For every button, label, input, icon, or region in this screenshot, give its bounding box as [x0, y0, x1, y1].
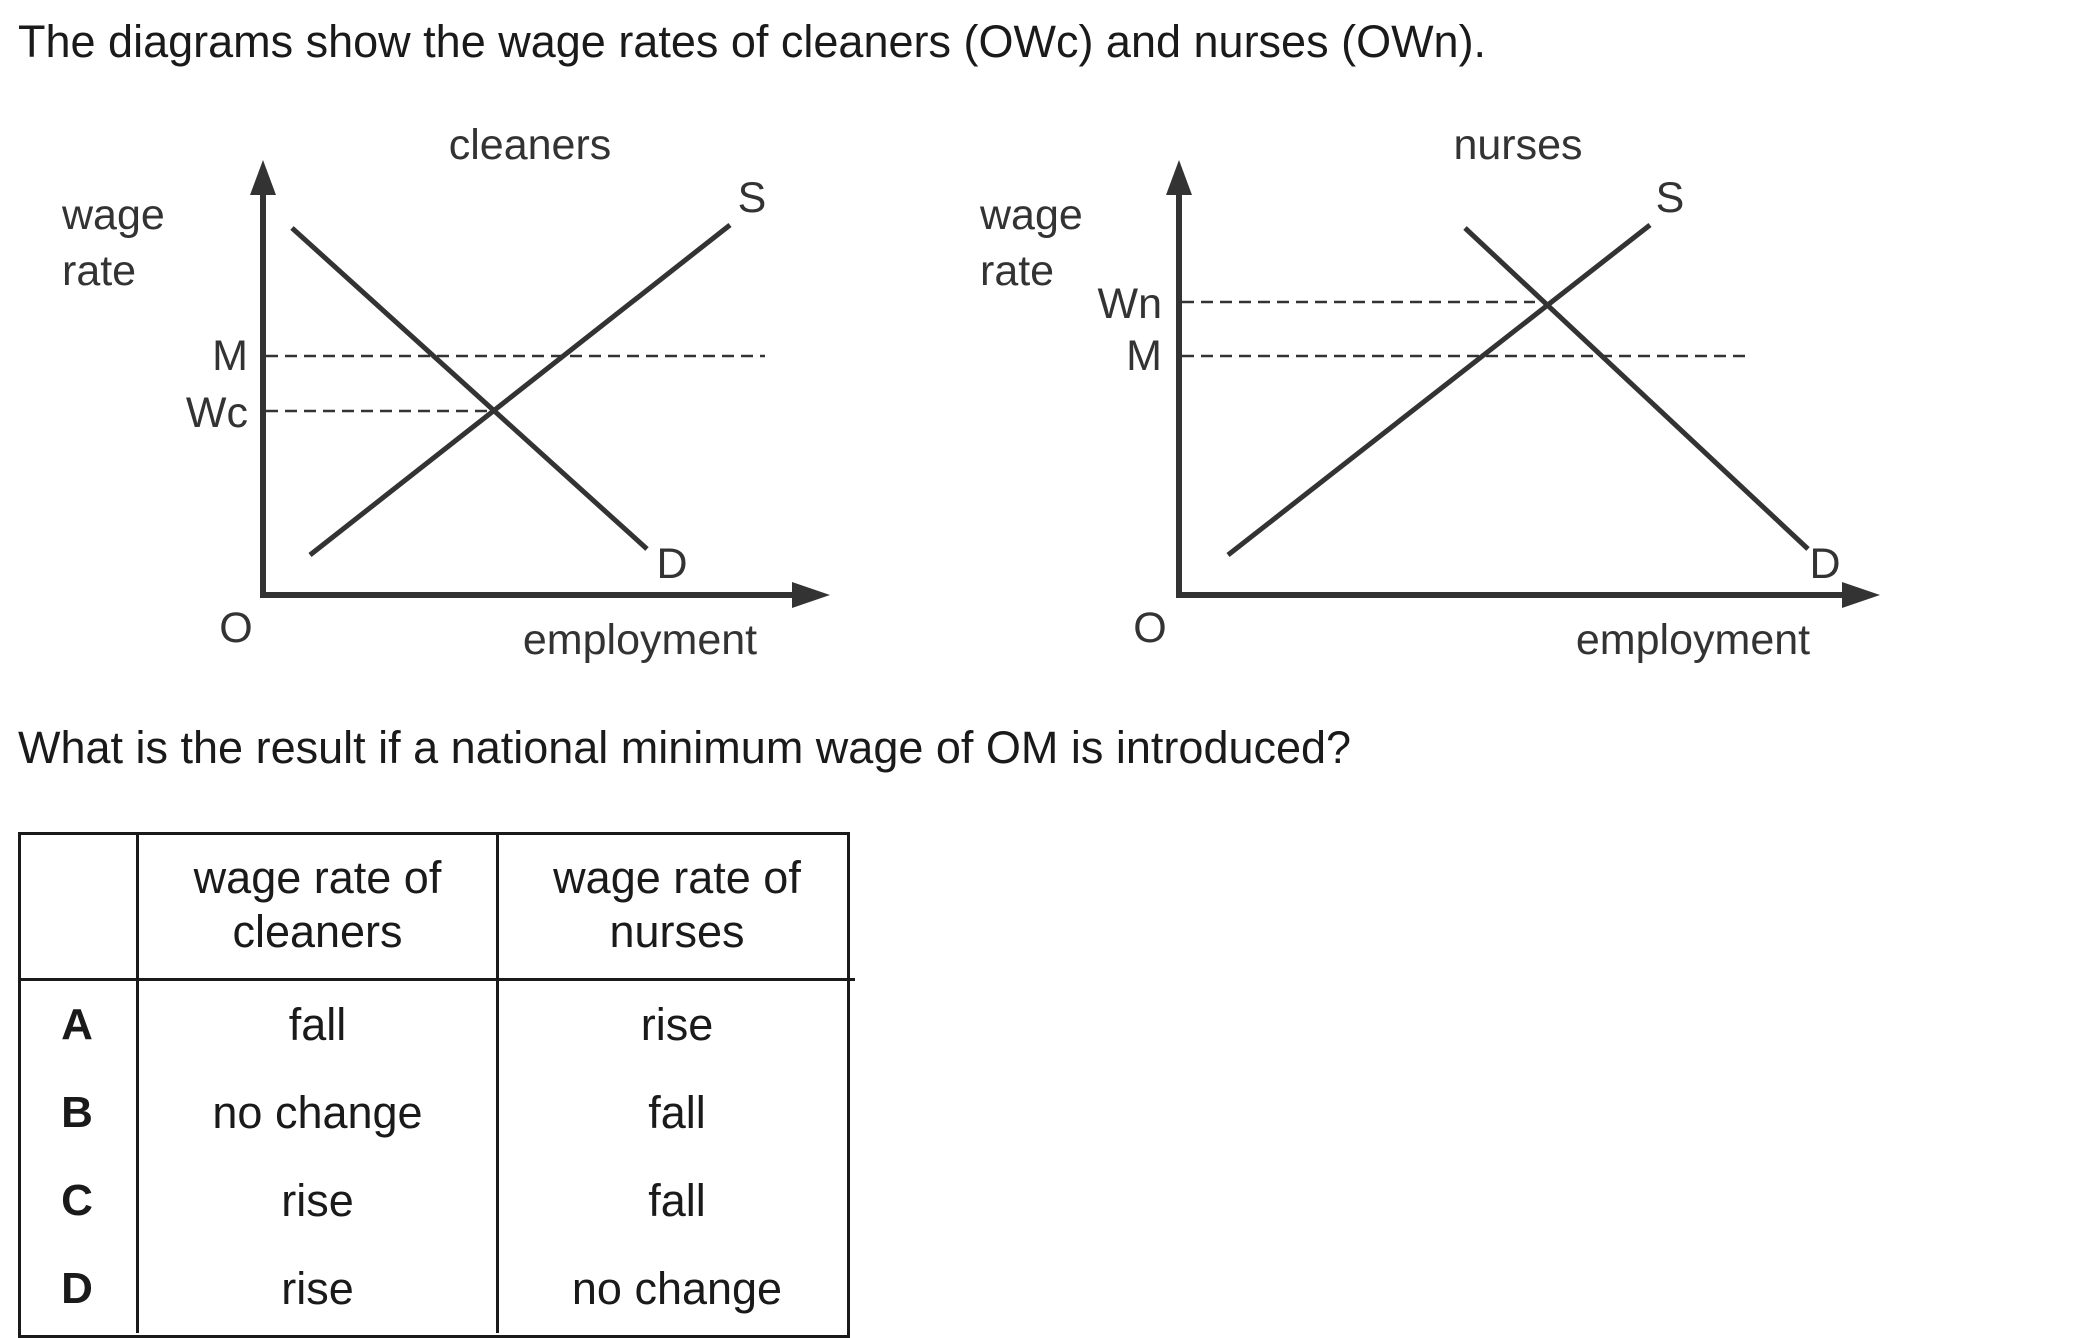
diagrams-figure: cleaners wage rate employment O M Wc S D…	[61, 121, 1880, 664]
cleaners-y-axis-label-line2: rate	[62, 247, 136, 295]
option-letter: A	[61, 1000, 93, 1049]
cleaners-y-axis-arrowhead	[250, 160, 276, 195]
cleaners-demand-label: D	[656, 540, 687, 588]
cleaners-outcome: rise	[136, 1245, 498, 1333]
option-letter: D	[61, 1264, 93, 1313]
nurses-y-axis-label-line2: rate	[980, 247, 1054, 295]
nurses-outcome: rise	[496, 979, 855, 1069]
option-row-c[interactable]: C rise fall	[18, 1157, 855, 1245]
cleaners-origin-label: O	[219, 604, 252, 652]
option-letter: B	[61, 1088, 93, 1137]
nurses-supply-label: S	[1656, 174, 1685, 222]
nurses-demand-label: D	[1809, 540, 1840, 588]
option-row-b[interactable]: B no change fall	[18, 1069, 855, 1157]
cleaners-supply-curve	[308, 223, 732, 557]
cleaners-supply-label: S	[738, 174, 767, 222]
answer-table: wage rate of cleaners wage rate of nurse…	[18, 832, 855, 1333]
nurses-x-axis-arrowhead	[1842, 582, 1880, 608]
nurses-x-axis-label: employment	[1576, 616, 1810, 664]
nurses-y-axis-label-line1: wage	[979, 191, 1083, 239]
header-cleaners-label: wage rate of cleaners	[193, 852, 442, 957]
header-nurses-label: wage rate of nurses	[553, 852, 801, 957]
intro-text: The diagrams show the wage rates of clea…	[18, 16, 1487, 67]
nurses-outcome: no change	[496, 1245, 855, 1333]
nurses-outcome: fall	[496, 1069, 855, 1157]
header-nurses: wage rate of nurses	[496, 832, 855, 981]
nurses-y-axis-arrowhead	[1166, 160, 1192, 195]
option-row-a[interactable]: A fall rise	[18, 979, 855, 1069]
cleaners-x-axis-label: employment	[523, 616, 757, 664]
cleaners-outcome: fall	[136, 979, 498, 1069]
cleaners-outcome: no change	[136, 1069, 498, 1157]
nurses-diagram: nurses wage rate employment O Wn M S D	[979, 121, 1880, 664]
cleaners-y-axis-label-line1: wage	[61, 191, 165, 239]
nurses-demand-curve	[1463, 226, 1810, 551]
cleaners-m-label: M	[212, 332, 248, 380]
nurses-supply-curve	[1226, 223, 1652, 557]
answer-table-header-row: wage rate of cleaners wage rate of nurse…	[18, 832, 855, 981]
cleaners-x-axis-arrowhead	[792, 582, 830, 608]
header-cleaners: wage rate of cleaners	[136, 832, 498, 981]
cleaners-diagram-title: cleaners	[449, 121, 612, 169]
option-row-d[interactable]: D rise no change	[18, 1245, 855, 1333]
nurses-wn-label: Wn	[1098, 280, 1163, 328]
nurses-outcome: fall	[496, 1157, 855, 1245]
cleaners-outcome: rise	[136, 1157, 498, 1245]
nurses-m-label: M	[1126, 332, 1162, 380]
nurses-diagram-title: nurses	[1453, 121, 1582, 169]
question-text: What is the result if a national minimum…	[18, 722, 1352, 773]
header-blank-cell	[18, 832, 138, 981]
nurses-origin-label: O	[1133, 604, 1166, 652]
option-letter: C	[61, 1176, 93, 1225]
cleaners-demand-curve	[290, 226, 649, 551]
cleaners-diagram: cleaners wage rate employment O M Wc S D	[61, 121, 830, 664]
cleaners-wc-label: Wc	[186, 389, 248, 437]
